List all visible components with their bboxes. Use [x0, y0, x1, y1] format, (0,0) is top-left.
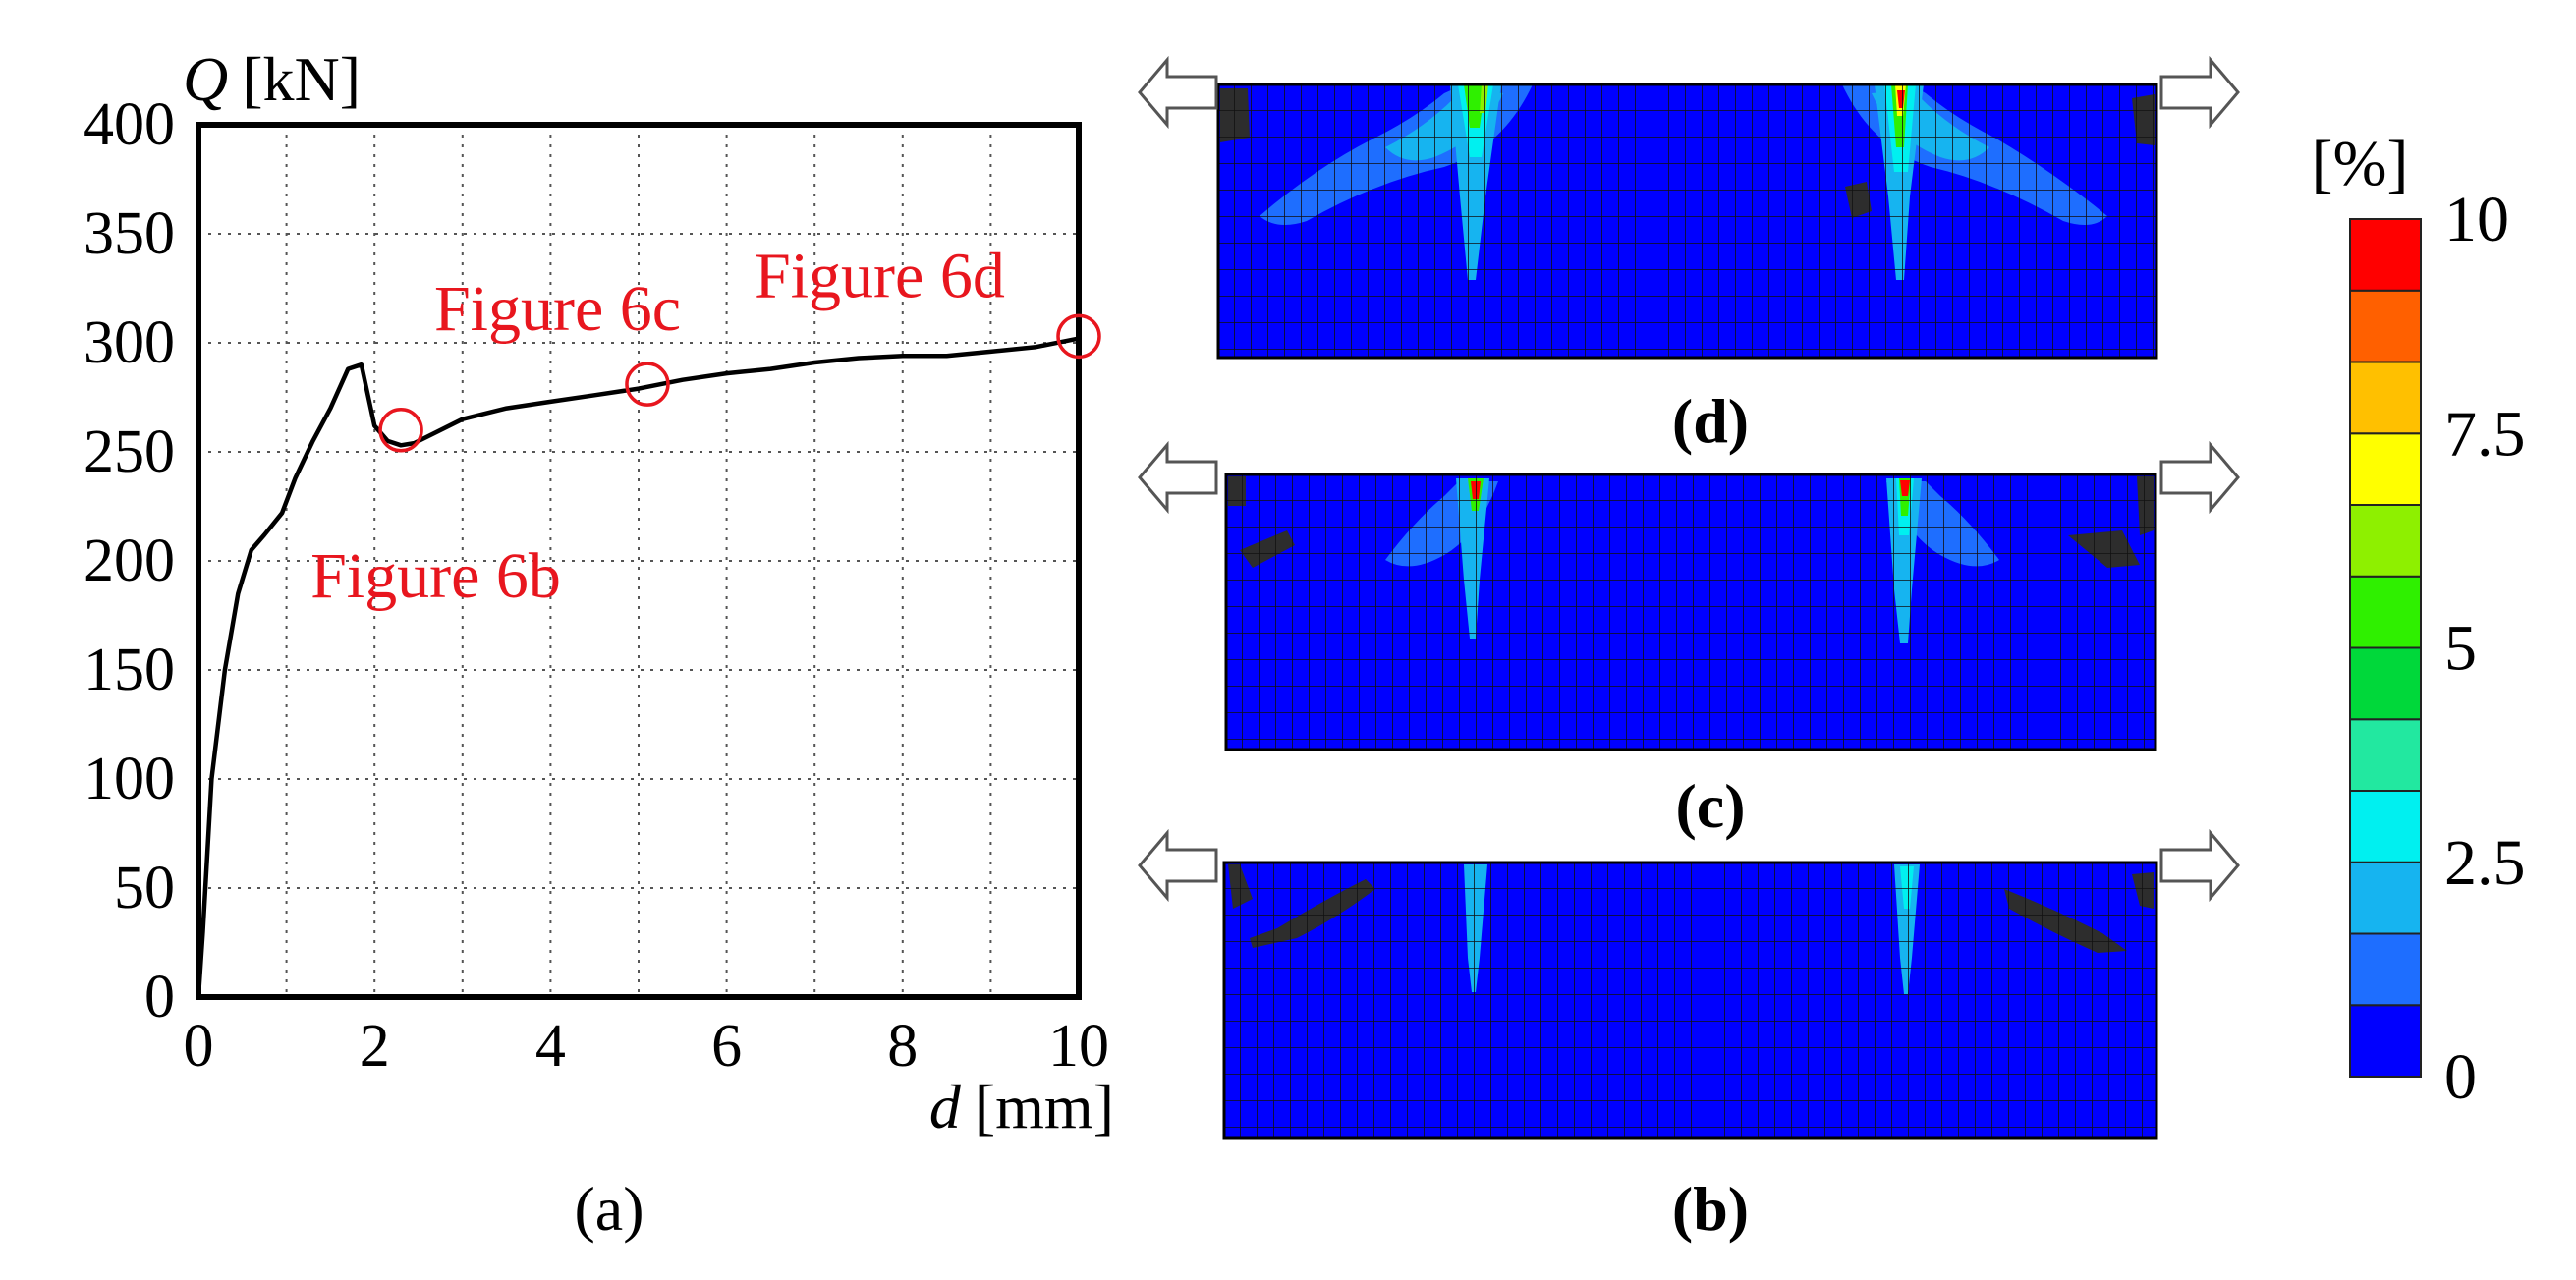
- contour-panel-d: (d): [1138, 55, 2240, 456]
- panel-label-a: (a): [574, 1174, 644, 1244]
- mesh-d: [1218, 84, 2156, 358]
- x-tick-label: 10: [1048, 1013, 1109, 1080]
- y-tick-labels: 0 50 100 150 200 250 300 350 400: [84, 91, 175, 1030]
- x-tick-label: 0: [184, 1013, 214, 1080]
- colorbar-segment: [2349, 861, 2422, 935]
- y-tick-label: 100: [84, 746, 175, 812]
- annotations: Figure 6b Figure 6c Figure 6d: [310, 240, 1101, 612]
- y-tick-label: 0: [144, 964, 175, 1030]
- colorbar-segment: [2349, 790, 2422, 863]
- panel-label-b: (b): [1672, 1174, 1749, 1244]
- mesh-c: [1226, 474, 2156, 750]
- y-tick-label: 300: [84, 309, 175, 376]
- colorbar-segments: [2349, 218, 2422, 1078]
- chart-a: 0 50 100 150 200 250 300 350 400 0 2 4 6 8 10 Figure …: [84, 44, 1114, 1244]
- y-tick-label: 50: [114, 855, 175, 921]
- annotation-label: Figure 6c: [434, 273, 681, 345]
- beam-outline-c: [1224, 473, 2157, 751]
- x-tick-label: 4: [535, 1013, 566, 1080]
- annotation-marker: [1056, 313, 1101, 360]
- x-tick-labels: 0 2 4 6 8 10: [184, 1013, 1110, 1080]
- colorbar-segment: [2349, 504, 2422, 578]
- y-tick-label: 250: [84, 418, 175, 485]
- y-tick-label: 400: [84, 91, 175, 158]
- y-tick-label: 350: [84, 200, 175, 267]
- y-tick-label: 150: [84, 637, 175, 703]
- colorbar-segment: [2349, 361, 2422, 435]
- plot-frame: [196, 122, 1082, 1000]
- colorbar-segment: [2349, 932, 2422, 1007]
- x-tick-label: 6: [711, 1013, 742, 1080]
- colorbar-tick-label: 2.5: [2444, 827, 2526, 899]
- right-arrow-icon: [2159, 55, 2240, 130]
- colorbar-unit: [%]: [2312, 128, 2409, 199]
- mesh-b: [1224, 863, 2156, 1138]
- colorbar-tick-label: 10: [2444, 184, 2509, 255]
- y-axis-label: Q [kN]: [183, 44, 361, 114]
- annotation-marker: [625, 362, 670, 407]
- contour-panel-b: (b): [1138, 828, 2240, 1244]
- colorbar-tick-label: 5: [2444, 613, 2477, 685]
- colorbar-segment: [2349, 646, 2422, 721]
- right-arrow-icon: [2159, 828, 2240, 903]
- annotation-marker: [378, 408, 423, 453]
- colorbar-segment: [2349, 218, 2422, 292]
- panel-label-d: (d): [1672, 386, 1749, 456]
- left-arrow-icon: [1138, 55, 1218, 130]
- right-arrow-icon: [2159, 440, 2240, 515]
- annotation-label: Figure 6d: [755, 240, 1005, 311]
- beam-outline-d: [1216, 83, 2158, 360]
- colorbar-segment: [2349, 718, 2422, 792]
- colorbar-segment: [2349, 432, 2422, 506]
- annotation-label: Figure 6b: [310, 540, 561, 612]
- x-axis-label: d [mm]: [929, 1072, 1114, 1141]
- colorbar-segment: [2349, 289, 2422, 363]
- colorbar-tick-label: 0: [2444, 1041, 2477, 1113]
- colorbar: [%] 10 7.5 5 2.5 0: [2312, 128, 2526, 1113]
- colorbar-tick-label: 7.5: [2444, 398, 2526, 470]
- x-tick-label: 8: [887, 1013, 918, 1080]
- y-tick-label: 200: [84, 528, 175, 594]
- beam-outline-b: [1222, 861, 2158, 1140]
- x-tick-label: 2: [360, 1013, 390, 1080]
- colorbar-segment: [2349, 575, 2422, 649]
- contour-panel-c: (c): [1138, 440, 2240, 841]
- chart-grid: [198, 125, 1079, 997]
- left-arrow-icon: [1138, 440, 1218, 515]
- series-line-q-d: [196, 336, 1080, 998]
- colorbar-segment: [2349, 1004, 2422, 1078]
- panel-label-c: (c): [1675, 771, 1745, 841]
- left-arrow-icon: [1138, 828, 1218, 903]
- colorbar-tick-labels: 10 7.5 5 2.5 0: [2444, 184, 2526, 1113]
